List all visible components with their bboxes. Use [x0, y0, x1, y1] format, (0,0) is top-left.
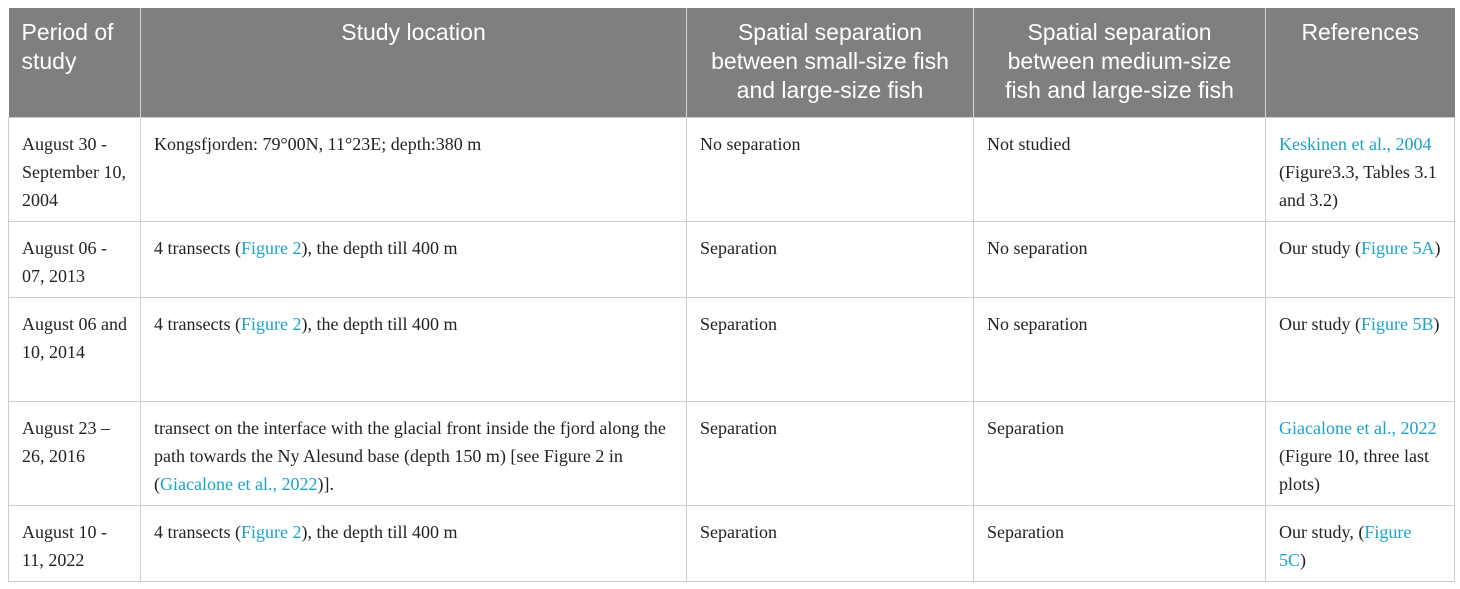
reference-after: (Figure 10, three last plots) — [1279, 445, 1429, 494]
cell-small-vs-large: Separation — [686, 504, 974, 582]
table-row: August 06 - 07, 2013 4 transects (Figure… — [8, 220, 1455, 298]
cell-medium-vs-large: Not studied — [973, 116, 1266, 222]
location-before: transect on the interface with the glaci… — [154, 417, 666, 494]
header-location: Study location — [140, 8, 687, 117]
cell-reference: Giacalone et al., 2022 (Figure 10, three… — [1265, 400, 1455, 506]
location-after: ), the depth till 400 m — [301, 313, 458, 334]
location-before: 4 transects ( — [154, 313, 241, 334]
reference-link[interactable]: Figure 5B — [1361, 313, 1434, 334]
table-header-row: Period of study Study location Spatial s… — [8, 8, 1455, 117]
reference-link[interactable]: Figure 5C — [1279, 521, 1412, 570]
location-after: )]. — [317, 473, 334, 494]
header-references: References — [1265, 8, 1455, 117]
reference-before: Our study ( — [1279, 313, 1361, 334]
header-medium-vs-large: Spatial separation between medium-size f… — [973, 8, 1266, 117]
cell-medium-vs-large: No separation — [973, 220, 1266, 298]
reference-after: ) — [1434, 237, 1441, 258]
cell-period: August 23 – 26, 2016 — [8, 400, 141, 506]
data-table-container: Period of study Study location Spatial s… — [8, 8, 1455, 582]
cell-small-vs-large: Separation — [686, 400, 974, 506]
cell-location: Kongsfjorden: 79°00N, 11°23E; depth:380 … — [140, 116, 687, 222]
cell-period: August 30 - September 10, 2004 — [8, 116, 141, 222]
location-before: 4 transects ( — [154, 237, 241, 258]
cell-small-vs-large: Separation — [686, 220, 974, 298]
cell-period: August 06 - 07, 2013 — [8, 220, 141, 298]
cell-medium-vs-large: No separation — [973, 296, 1266, 402]
citation-link[interactable]: Giacalone et al., 2022 — [160, 473, 318, 494]
location-after: ), the depth till 400 m — [301, 521, 458, 542]
figure-link[interactable]: Figure 2 — [240, 521, 302, 542]
header-period: Period of study — [8, 8, 141, 117]
study-comparison-table: Period of study Study location Spatial s… — [8, 8, 1455, 582]
table-row: August 30 - September 10, 2004 Kongsfjor… — [8, 116, 1455, 222]
table-row: August 10 - 11, 2022 4 transects (Figure… — [8, 504, 1455, 582]
reference-after: ) — [1300, 549, 1307, 570]
cell-reference: Our study, (Figure 5C) — [1265, 504, 1455, 582]
cell-medium-vs-large: Separation — [973, 400, 1266, 506]
cell-period: August 06 and 10, 2014 — [8, 296, 141, 402]
cell-reference: Our study (Figure 5B) — [1265, 296, 1455, 402]
cell-location: 4 transects (Figure 2), the depth till 4… — [140, 220, 687, 298]
reference-link[interactable]: Figure 5A — [1361, 237, 1435, 258]
cell-small-vs-large: Separation — [686, 296, 974, 402]
reference-before: Our study ( — [1279, 237, 1361, 258]
cell-reference: Our study (Figure 5A) — [1265, 220, 1455, 298]
cell-reference: Keskinen et al., 2004 (Figure3.3, Tables… — [1265, 116, 1455, 222]
reference-before: Our study, ( — [1279, 521, 1365, 542]
cell-period: August 10 - 11, 2022 — [8, 504, 141, 582]
reference-link[interactable]: Keskinen et al., 2004 — [1279, 133, 1432, 154]
reference-after: ) — [1433, 313, 1440, 334]
reference-link[interactable]: Giacalone et al., 2022 — [1279, 417, 1437, 438]
location-after: ), the depth till 400 m — [301, 237, 458, 258]
figure-link[interactable]: Figure 2 — [240, 237, 302, 258]
figure-link[interactable]: Figure 2 — [240, 313, 302, 334]
cell-location: transect on the interface with the glaci… — [140, 400, 687, 506]
table-row: August 23 – 26, 2016 transect on the int… — [8, 400, 1455, 506]
header-small-vs-large: Spatial separation between small-size fi… — [686, 8, 974, 117]
cell-location: 4 transects (Figure 2), the depth till 4… — [140, 296, 687, 402]
location-before: 4 transects ( — [154, 521, 241, 542]
location-text: Kongsfjorden: 79°00N, 11°23E; depth:380 … — [154, 133, 482, 154]
table-row: August 06 and 10, 2014 4 transects (Figu… — [8, 296, 1455, 402]
reference-after: (Figure3.3, Tables 3.1 and 3.2) — [1279, 161, 1437, 210]
cell-medium-vs-large: Separation — [973, 504, 1266, 582]
cell-small-vs-large: No separation — [686, 116, 974, 222]
cell-location: 4 transects (Figure 2), the depth till 4… — [140, 504, 687, 582]
